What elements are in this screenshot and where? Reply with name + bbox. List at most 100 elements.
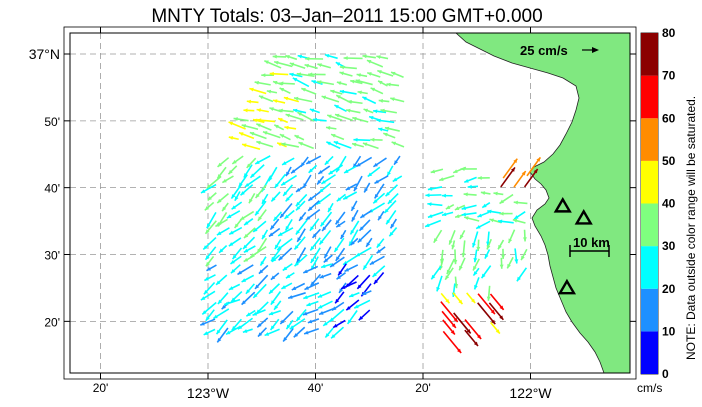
current-vector-head [512,218,518,223]
colorbar-block [641,118,658,161]
lon-label: 20' [415,381,431,395]
current-vector-head [280,319,285,324]
current-vector-head [481,273,486,279]
current-vector-head [451,244,456,250]
current-vector-head [336,223,341,228]
current-vector-head [344,169,349,173]
current-vector-head [513,200,518,205]
current-vector-head [476,246,481,252]
current-vector-head [358,315,364,321]
current-vector-head [344,267,350,272]
current-vector-head [225,330,231,335]
scale-bar: 10 km [569,235,610,257]
current-vector-head [257,216,262,221]
current-vector-head [510,167,515,172]
current-vector-head [491,319,496,325]
current-vector-head [335,219,340,225]
current-vector-head [283,96,289,101]
lon-label: 122°W [509,385,552,401]
current-vector-head [228,136,234,140]
current-vector-head [516,276,521,282]
current-vector-head [294,262,299,267]
current-vector-head [317,80,322,85]
current-vector-head [486,244,491,250]
current-vector-head [373,109,378,114]
current-vector-head [522,237,527,242]
current-vector-head [240,216,245,220]
current-vector-head [244,182,250,187]
current-vector-head [390,97,395,102]
current-vector-head [243,173,248,178]
current-vector-head [216,280,221,285]
current-vector-head [297,54,303,59]
current-vector-head [376,243,381,248]
lat-label: 20' [44,315,60,329]
current-vector-head [373,199,378,204]
current-vector-head [374,179,379,184]
current-vector-head [215,222,220,227]
current-vector-head [461,212,466,217]
current-vector-head [222,178,227,183]
current-vector-head [217,337,222,343]
lon-label: 123°W [187,385,230,401]
current-vector-head [278,256,283,261]
plot-area [70,33,630,373]
current-vector-head [353,137,358,142]
current-vector-head [254,80,259,85]
current-vector-head [205,229,210,234]
current-vector-head [273,216,278,221]
current-vector-head [521,255,525,261]
current-vector-head [204,206,210,211]
current-vector-head [482,203,487,208]
current-vector-head [241,300,246,305]
current-vector-head [325,333,330,338]
current-vector-head [346,108,351,113]
current-vector-head [279,87,285,92]
current-vector-head [321,179,326,184]
current-vector-head [255,160,260,164]
current-vector-head [357,238,363,243]
current-vector-head [270,325,275,330]
current-vector-head [533,168,538,174]
current-vector-head [270,225,275,230]
current-vector-head [217,174,222,179]
current-vector-head [352,142,357,147]
current-vector-head [294,245,299,250]
current-vector-head [284,125,289,130]
current-vector-head [296,72,302,77]
current-vector-head [283,191,288,196]
current-vector-head [243,257,249,262]
current-vector-head [451,323,456,328]
current-vector-head [299,216,304,221]
current-vector-head [499,264,504,269]
current-vector-head [233,117,238,121]
lat-label: 50' [44,115,60,129]
current-vector-head [268,232,274,237]
current-vector-head [391,141,397,146]
current-vector-head [309,108,315,113]
current-vector-head [377,70,382,74]
current-vector-head [243,108,248,113]
lat-label: 37°N [29,46,60,62]
current-vector-head [222,206,227,212]
current-vector-head [206,223,211,229]
current-vector-head [369,260,375,265]
current-vector-head [308,168,313,173]
current-vector-head [336,197,342,202]
current-vector-head [310,258,315,264]
current-vector-head [319,311,324,315]
current-vector-head [204,276,209,281]
current-vector-head [250,173,255,178]
current-vector-head [343,195,348,200]
current-vector-head [498,244,502,250]
colorbar-tick-label: 20 [662,282,676,296]
current-vector-head [378,215,382,221]
current-vector-head [336,275,341,280]
current-vector-head [450,330,455,335]
current-vector-head [458,299,463,305]
current-vector-head [241,278,247,282]
current-vector-head [297,112,302,116]
current-vector-head [346,306,351,311]
current-vector-head [258,332,263,337]
